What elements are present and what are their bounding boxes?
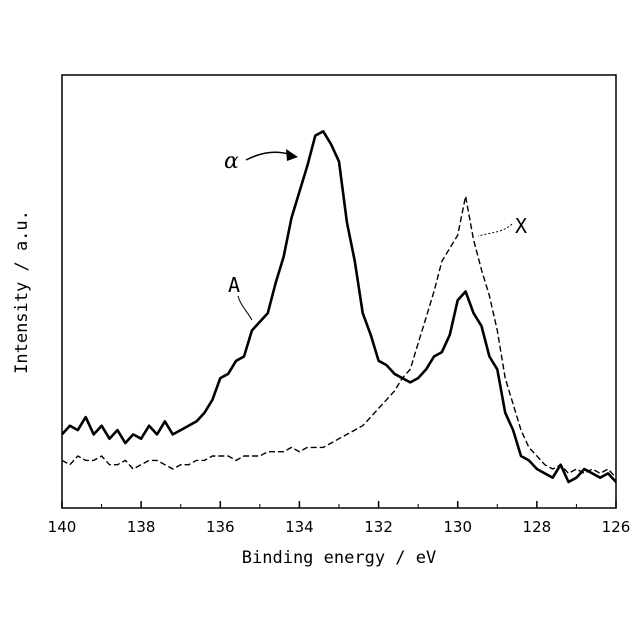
annotation-alpha-arrowhead (286, 149, 298, 161)
x-tick-label: 132 (364, 518, 393, 536)
y-axis-title: Intensity / a.u. (12, 210, 32, 374)
annotation-x-leader (478, 224, 512, 236)
annotation-x-label: X (515, 214, 527, 238)
series-layer (62, 131, 616, 482)
x-axis-tick-labels: 140 138 136 134 132 130 128 126 (48, 518, 631, 536)
plot-area (62, 75, 616, 508)
x-tick-label: 138 (127, 518, 156, 536)
annotation-a-leader (238, 296, 252, 320)
plot-frame (62, 75, 616, 508)
annotation-alpha-label: α (224, 149, 239, 174)
annotation-a-label: A (228, 273, 240, 297)
x-tick-label: 140 (48, 518, 77, 536)
x-tick-label: 130 (443, 518, 472, 536)
series-line-x (62, 196, 616, 478)
x-tick-label: 136 (206, 518, 235, 536)
x-axis-title: Binding energy / eV (242, 548, 436, 568)
x-tick-label: 128 (523, 518, 552, 536)
x-axis-ticks (62, 501, 616, 508)
x-tick-label: 126 (602, 518, 631, 536)
series-line-a (62, 131, 616, 482)
x-tick-label: 134 (285, 518, 314, 536)
annotation-alpha-arrow (246, 152, 292, 160)
annotation-layer: α A X (224, 149, 527, 320)
